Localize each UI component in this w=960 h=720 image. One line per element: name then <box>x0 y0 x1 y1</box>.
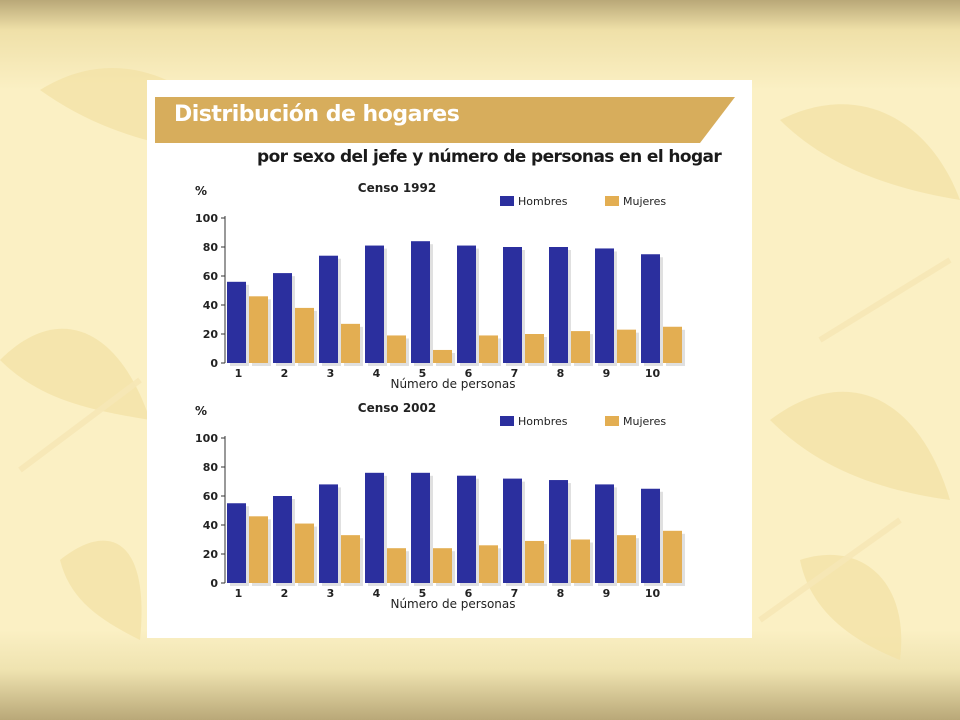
legend-label-hombres: Hombres <box>518 195 568 208</box>
x-tick-label: 9 <box>603 587 611 600</box>
bar-mujeres-8 <box>571 539 590 583</box>
bar-hombres-6 <box>457 475 476 583</box>
chart-title: Censo 2002 <box>358 401 436 415</box>
bar-hombres-9 <box>595 484 614 583</box>
y-tick-label: 20 <box>203 328 219 341</box>
chart-subtitle: por sexo del jefe y número de personas e… <box>257 147 722 167</box>
bar-mujeres-10 <box>663 530 682 583</box>
x-tick-label: 10 <box>645 367 661 380</box>
y-tick-label: 60 <box>203 490 219 503</box>
x-tick-label: 5 <box>419 587 427 600</box>
y-tick-label: 80 <box>203 241 219 254</box>
bar-hombres-8 <box>549 480 568 583</box>
bar-mujeres-5 <box>433 548 452 583</box>
legend-label-hombres: Hombres <box>518 415 568 428</box>
bar-hombres-3 <box>319 484 338 583</box>
bar-mujeres-4 <box>387 335 406 363</box>
bar-mujeres-5 <box>433 349 452 363</box>
bar-mujeres-3 <box>341 323 360 363</box>
bar-mujeres-10 <box>663 326 682 363</box>
bar-mujeres-6 <box>479 335 498 363</box>
x-tick-label: 9 <box>603 367 611 380</box>
legend-swatch-mujeres <box>605 416 619 426</box>
x-tick-label: 3 <box>327 587 335 600</box>
x-axis-label: Número de personas <box>390 597 515 611</box>
x-tick-label: 6 <box>465 367 473 380</box>
y-tick-label: 80 <box>203 461 219 474</box>
chart-card: Distribución de hogares por sexo del jef… <box>147 80 752 638</box>
bar-mujeres-8 <box>571 331 590 363</box>
bar-mujeres-9 <box>617 329 636 363</box>
y-tick-label: 0 <box>210 577 218 590</box>
bar-mujeres-4 <box>387 548 406 583</box>
bar-mujeres-3 <box>341 535 360 583</box>
bar-hombres-3 <box>319 255 338 363</box>
legend-label-mujeres: Mujeres <box>623 195 666 208</box>
chart-censo-1992: % Censo 1992 Hombres Mujeres 0 20 40 60 80 100 1 2 3… <box>195 181 685 391</box>
x-axis-label: Número de personas <box>390 377 515 391</box>
page-title: Distribución de hogares <box>174 102 460 127</box>
x-tick-label: 3 <box>327 367 335 380</box>
y-tick-label: 40 <box>203 299 219 312</box>
bar-hombres-4 <box>365 472 384 583</box>
bar-mujeres-1 <box>249 516 268 583</box>
bar-hombres-1 <box>227 281 246 363</box>
bar-hombres-9 <box>595 248 614 363</box>
bar-hombres-10 <box>641 254 660 363</box>
x-tick-label: 7 <box>511 367 519 380</box>
x-tick-label: 4 <box>373 587 381 600</box>
bar-hombres-2 <box>273 496 292 583</box>
bar-hombres-4 <box>365 245 384 363</box>
bar-hombres-1 <box>227 503 246 583</box>
y-axis-label: % <box>195 184 207 198</box>
x-tick-label: 7 <box>511 587 519 600</box>
chart-censo-2002: % Censo 2002 Hombres Mujeres 0 20 40 60 80 100 1 2 3… <box>195 401 685 611</box>
bar-mujeres-2 <box>295 523 314 583</box>
x-tick-label: 4 <box>373 367 381 380</box>
x-tick-label: 2 <box>281 587 289 600</box>
y-tick-label: 20 <box>203 548 219 561</box>
y-tick-label: 0 <box>210 357 218 370</box>
bar-mujeres-7 <box>525 334 544 363</box>
bar-hombres-2 <box>273 273 292 363</box>
y-tick-label: 100 <box>195 212 218 225</box>
bar-hombres-10 <box>641 488 660 583</box>
y-axis-label: % <box>195 404 207 418</box>
legend-swatch-mujeres <box>605 196 619 206</box>
legend-label-mujeres: Mujeres <box>623 415 666 428</box>
bar-mujeres-2 <box>295 307 314 363</box>
bar-hombres-5 <box>411 472 430 583</box>
bar-mujeres-9 <box>617 535 636 583</box>
bar-hombres-8 <box>549 247 568 363</box>
x-tick-label: 1 <box>235 587 243 600</box>
bar-mujeres-1 <box>249 296 268 363</box>
legend-swatch-hombres <box>500 416 514 426</box>
legend-swatch-hombres <box>500 196 514 206</box>
x-tick-label: 8 <box>557 367 565 380</box>
y-tick-label: 60 <box>203 270 219 283</box>
bar-hombres-7 <box>503 478 522 583</box>
x-tick-label: 2 <box>281 367 289 380</box>
x-tick-label: 1 <box>235 367 243 380</box>
bar-mujeres-6 <box>479 545 498 583</box>
x-tick-label: 5 <box>419 367 427 380</box>
bar-hombres-7 <box>503 247 522 363</box>
bar-hombres-5 <box>411 241 430 363</box>
chart-title: Censo 1992 <box>358 181 436 195</box>
x-tick-label: 8 <box>557 587 565 600</box>
x-tick-label: 6 <box>465 587 473 600</box>
bar-hombres-6 <box>457 245 476 363</box>
bar-mujeres-7 <box>525 540 544 583</box>
y-tick-label: 40 <box>203 519 219 532</box>
y-tick-label: 100 <box>195 432 218 445</box>
x-tick-label: 10 <box>645 587 661 600</box>
title-banner <box>155 97 735 143</box>
